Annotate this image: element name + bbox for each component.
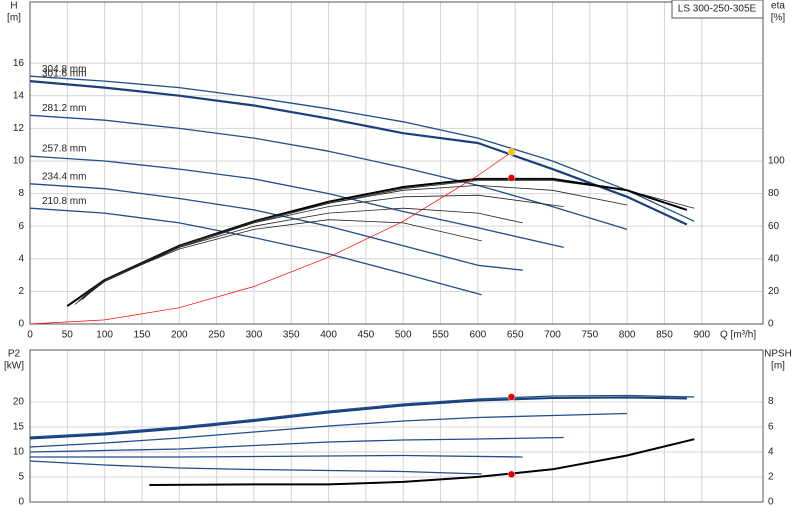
plot-frame [29,349,764,503]
y-tick-label: 16 [13,58,25,69]
curve-label: 257.8 mm [42,144,86,155]
curve-label: 281.2 mm [42,103,86,114]
y-axis-label: P2 [8,349,21,360]
y-tick-label: 0 [18,497,24,508]
x-tick-label: 700 [544,330,561,341]
y2-tick-label: 4 [768,446,774,457]
y2-tick-label: 60 [768,221,780,232]
label-box [671,0,764,19]
y2-tick-label: 8 [768,396,774,407]
x-tick-label: 350 [283,330,300,341]
y2-tick-label: 80 [768,188,780,199]
y-tick-label: 0 [18,319,24,330]
y-tick-label: 6 [18,221,24,232]
curve [29,207,482,296]
curve [30,454,523,458]
y2-tick-label: 2 [768,472,774,483]
curve-label: 234.4 mm [42,171,86,182]
curve-label: 301.6 mm [42,69,86,80]
curve [82,194,564,300]
curve-label: 304.8 mm [42,64,86,75]
curve [29,460,482,475]
x-tick-label: 550 [432,330,449,341]
y-axis-label: H [10,1,17,12]
curve [29,183,523,271]
y2-tick-label: 0 [768,497,774,508]
x-tick-label: 200 [171,330,188,341]
x-tick-label: 100 [96,330,113,341]
x-tick-label: 500 [395,330,412,341]
curve [82,207,523,299]
duty-point [507,393,516,401]
y-tick-label: 4 [18,253,24,264]
curve [66,177,688,307]
curve [29,396,687,440]
y-tick-label: 2 [18,286,24,297]
x-tick-label: 300 [246,330,263,341]
x-axis-label: Q [m³/h] [720,330,756,341]
y-tick-label: 15 [13,422,25,433]
x-tick-label: 50 [62,330,74,341]
y2-axis-label: NPSH [764,349,792,360]
y-tick-label: 8 [18,188,24,199]
curve [29,155,564,249]
y2-axis-unit: [%] [771,13,786,24]
curve [29,80,688,226]
y-tick-label: 20 [13,397,25,408]
y2-tick-label: 100 [768,156,785,167]
x-tick-label: 750 [581,330,598,341]
curve [29,114,628,231]
y-tick-label: 12 [13,123,25,134]
x-tick-label: 600 [470,330,487,341]
curve [82,219,482,297]
curve [29,412,628,448]
x-tick-label: 250 [208,330,225,341]
y-tick-label: 10 [13,447,25,458]
curve [149,438,695,486]
duty-point [507,174,516,182]
curve [29,436,564,453]
x-tick-label: 800 [619,330,636,341]
y2-axis-label: eta [771,1,785,12]
y2-tick-label: 40 [768,253,780,264]
y2-tick-label: 6 [768,421,774,432]
curve [29,75,695,222]
x-tick-label: 650 [507,330,524,341]
curve [29,394,695,438]
y-tick-label: 10 [13,156,25,167]
y2-tick-label: 0 [768,319,774,330]
plot-frame [29,1,764,325]
x-tick-label: 400 [320,330,337,341]
y-tick-label: 14 [13,90,25,101]
x-tick-label: 150 [134,330,151,341]
x-tick-label: 0 [27,330,33,341]
y-axis-unit: [m] [7,13,21,24]
curve [29,151,512,325]
y2-tick-label: 20 [768,286,780,297]
y2-axis-unit: [m] [771,361,785,372]
y-axis-unit: [kW] [4,361,24,372]
x-tick-label: 450 [358,330,375,341]
x-tick-label: 900 [693,330,710,341]
curve-label: 210.8 mm [42,196,86,207]
duty-point [507,148,516,156]
x-tick-label: 850 [656,330,673,341]
duty-point [507,470,516,479]
label-text: LS 300-250-305E [678,4,757,15]
y-tick-label: 5 [18,472,24,483]
